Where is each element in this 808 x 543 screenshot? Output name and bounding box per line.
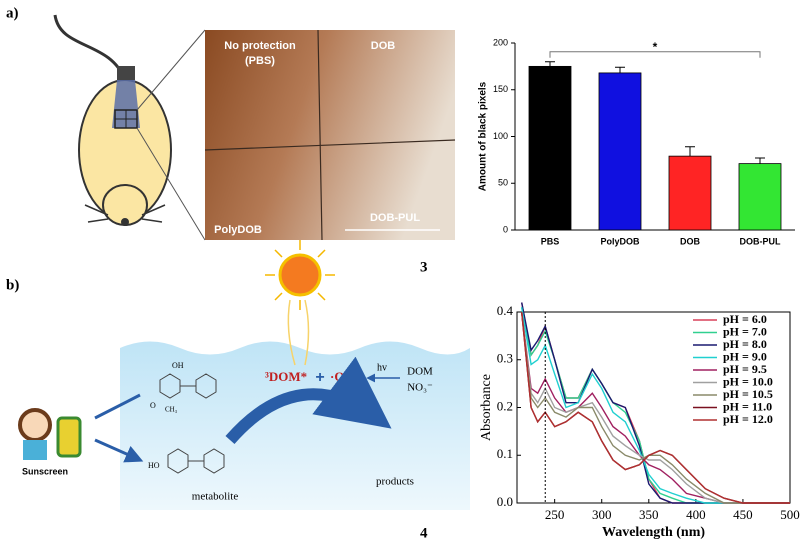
x-tick-label: PolyDOB xyxy=(600,236,640,246)
error-bar xyxy=(755,157,765,164)
error-bar xyxy=(685,146,695,157)
y-tick-label: 0.4 xyxy=(497,303,514,318)
x-tick-label: 400 xyxy=(686,507,706,522)
series-line xyxy=(521,307,790,504)
x-tick-label: 350 xyxy=(639,507,659,522)
series-line xyxy=(521,311,790,504)
y-tick-label: 0 xyxy=(503,224,508,234)
plus-sign: + xyxy=(315,369,324,386)
figure-number: 4 xyxy=(420,525,428,541)
group-label: O xyxy=(150,401,156,410)
y-tick-label: 50 xyxy=(498,178,508,188)
group-label: OH xyxy=(172,361,184,370)
legend-label: pH = 10.5 xyxy=(723,387,773,401)
y-tick-label: 150 xyxy=(493,84,508,94)
panel-label: b) xyxy=(6,277,19,293)
x-tick-label: 300 xyxy=(592,507,612,522)
y-axis-label: Absorbance xyxy=(479,374,494,441)
legend-label: pH = 12.0 xyxy=(723,412,773,426)
legend-label: pH = 9.5 xyxy=(723,362,767,376)
line-chart: 250 300 350 400 450 500 0.0 0.1 0.2 0.3 0.4 Wavelen… xyxy=(479,302,800,540)
legend-label: pH = 7.0 xyxy=(723,324,767,338)
y-tick-label: 100 xyxy=(493,131,508,141)
series-line xyxy=(521,311,790,504)
legend-label: pH = 8.0 xyxy=(723,337,767,351)
species-label: ·OH xyxy=(330,369,355,384)
photo-label: No protection xyxy=(224,40,296,52)
y-axis-label: Amount of black pixels xyxy=(478,81,489,191)
x-tick-label: PBS xyxy=(541,236,560,246)
light-label: hv xyxy=(377,362,387,373)
products-label: products xyxy=(376,476,414,488)
legend-label: pH = 9.0 xyxy=(723,349,767,363)
photo-label: PolyDOB xyxy=(214,224,262,236)
x-axis-label: Wavelength (nm) xyxy=(602,525,705,540)
y-tick-label: 0.2 xyxy=(497,398,513,413)
y-tick-label: 200 xyxy=(493,37,508,47)
sunscreen-label: Sunscreen xyxy=(22,466,68,476)
bar xyxy=(738,163,782,231)
group-label: CH₃ xyxy=(165,406,178,414)
x-tick-label: DOB xyxy=(680,236,701,246)
error-bar xyxy=(545,61,555,67)
photo-label: (PBS) xyxy=(245,55,275,67)
bar xyxy=(528,65,572,231)
photo-label: DOB xyxy=(371,40,396,52)
species-label: ³DOM* xyxy=(265,369,307,384)
group-label: HO xyxy=(148,461,160,470)
error-bar xyxy=(615,66,625,73)
significance-label: * xyxy=(653,40,658,54)
photo-label: DOB-PUL xyxy=(370,212,420,224)
mouse-illustration xyxy=(53,14,206,241)
significance-bracket xyxy=(549,51,761,58)
y-tick-label: 0.3 xyxy=(497,351,513,366)
legend-label: pH = 10.0 xyxy=(723,374,773,388)
series-line xyxy=(521,311,790,504)
bar xyxy=(598,72,642,231)
species-label: DOM xyxy=(407,366,433,378)
skin-photo: No protection (PBS) DOB PolyDOB DOB-PUL xyxy=(204,29,456,241)
series-line xyxy=(521,302,790,504)
legend-label: pH = 6.0 xyxy=(723,312,767,326)
legend-label: pH = 11.0 xyxy=(723,399,772,413)
bar xyxy=(668,155,712,231)
x-tick-label: 450 xyxy=(733,507,753,522)
species-label: NO₃⁻ xyxy=(407,382,433,394)
y-tick-label: 0.1 xyxy=(497,446,513,461)
series-line xyxy=(521,311,790,504)
photolysis-diagram: ³DOM* + ·OH hv DOM NO₃⁻ products metabol… xyxy=(18,240,470,510)
panel-labels: a) b) 3 4 xyxy=(6,5,428,541)
y-tick-label: 0.0 xyxy=(497,494,513,509)
figure-number: 3 xyxy=(420,259,428,275)
x-tick-label: DOB-PUL xyxy=(740,236,781,246)
x-tick-label: 250 xyxy=(545,507,565,522)
panel-label: a) xyxy=(6,5,19,21)
metabolite-label: metabolite xyxy=(192,491,239,503)
x-tick-label: 500 xyxy=(780,507,800,522)
